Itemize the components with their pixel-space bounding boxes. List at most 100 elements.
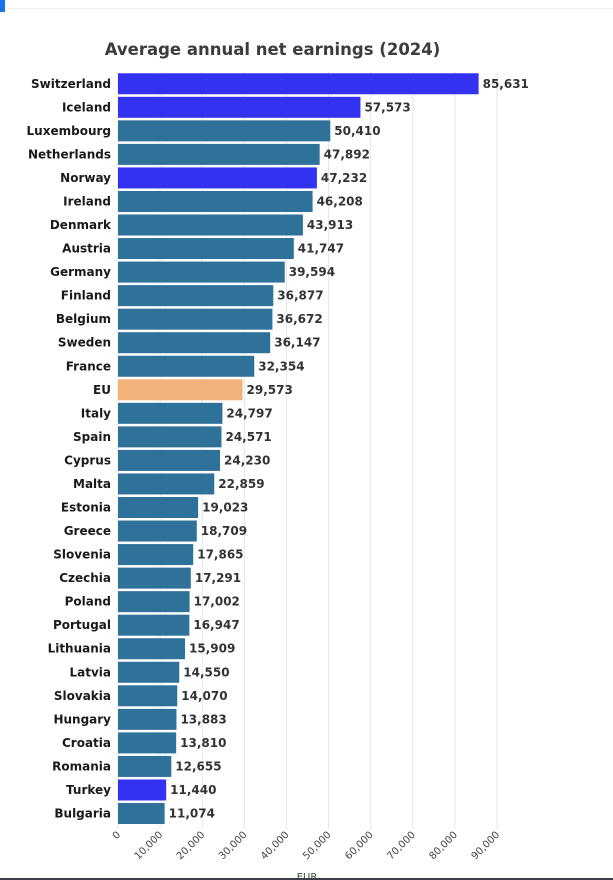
category-label-denmark: Denmark: [50, 218, 112, 232]
category-label-slovakia: Slovakia: [54, 689, 111, 703]
bar-iceland: [118, 96, 361, 118]
category-label-latvia: Latvia: [69, 665, 111, 679]
category-label-norway: Norway: [60, 171, 111, 185]
value-label-slovenia: 17,865: [197, 548, 243, 562]
x-tick-label-8: 80,000: [427, 830, 460, 863]
bar-estonia: [118, 496, 199, 518]
category-label-eu: EU: [93, 383, 111, 397]
value-label-italy: 24,797: [226, 406, 272, 420]
category-label-hungary: Hungary: [53, 712, 111, 726]
value-label-norway: 47,232: [321, 171, 367, 185]
bar-lithuania: [118, 638, 185, 660]
category-label-italy: Italy: [81, 406, 111, 420]
value-label-france: 32,354: [258, 359, 304, 373]
value-label-turkey: 11,440: [170, 783, 216, 797]
value-label-bulgaria: 11,074: [169, 807, 215, 821]
bar-denmark: [118, 214, 303, 236]
bar-luxembourg: [118, 120, 331, 142]
bar-turkey: [118, 779, 167, 801]
bar-france: [118, 355, 255, 377]
bar-austria: [118, 238, 294, 260]
value-label-belgium: 36,672: [276, 312, 322, 326]
bar-netherlands: [118, 143, 320, 165]
bar-slovenia: [118, 544, 194, 566]
category-label-estonia: Estonia: [61, 500, 111, 514]
bar-switzerland: [118, 73, 479, 95]
x-tick-label-1: 10,000: [133, 830, 166, 863]
value-label-denmark: 43,913: [307, 218, 353, 232]
bar-malta: [118, 473, 215, 495]
bar-norway: [118, 167, 317, 189]
value-label-germany: 39,594: [289, 265, 335, 279]
category-label-ireland: Ireland: [63, 194, 111, 208]
value-label-iceland: 57,573: [364, 100, 410, 114]
category-label-greece: Greece: [64, 524, 111, 538]
x-tick-label-4: 40,000: [259, 830, 292, 863]
value-label-hungary: 13,883: [180, 712, 226, 726]
category-label-finland: Finland: [61, 289, 111, 303]
value-label-poland: 17,002: [194, 595, 240, 609]
x-tick-label-3: 30,000: [217, 830, 250, 863]
bar-bulgaria: [118, 803, 165, 825]
category-label-turkey: Turkey: [66, 783, 111, 797]
bar-finland: [118, 285, 274, 307]
value-label-luxembourg: 50,410: [334, 124, 380, 138]
value-label-malta: 22,859: [218, 477, 264, 491]
x-axis-title: EUR: [297, 872, 318, 880]
value-label-romania: 12,655: [175, 759, 221, 773]
bar-spain: [118, 426, 222, 448]
category-label-belgium: Belgium: [56, 312, 111, 326]
bar-germany: [118, 261, 285, 283]
category-label-germany: Germany: [50, 265, 111, 279]
bar-cyprus: [118, 449, 221, 471]
x-tick-label-6: 60,000: [343, 830, 376, 863]
category-label-slovenia: Slovenia: [53, 548, 111, 562]
bar-eu: [118, 379, 243, 401]
value-label-slovakia: 14,070: [181, 689, 227, 703]
chart-title: Average annual net earnings (2024): [104, 40, 441, 59]
bars: [118, 73, 479, 825]
category-label-cyprus: Cyprus: [64, 453, 111, 467]
value-labels: 85,631 57,573 50,410 47,892 47,232 46,208 43,9…: [169, 77, 529, 821]
category-label-netherlands: Netherlands: [28, 147, 111, 161]
category-label-poland: Poland: [65, 595, 111, 609]
top-divider: [8, 8, 613, 9]
value-label-austria: 41,747: [298, 242, 344, 256]
category-label-switzerland: Switzerland: [31, 77, 111, 91]
value-label-estonia: 19,023: [202, 500, 248, 514]
category-label-portugal: Portugal: [53, 618, 111, 632]
value-label-switzerland: 85,631: [483, 77, 529, 91]
value-label-greece: 18,709: [201, 524, 247, 538]
category-label-croatia: Croatia: [62, 736, 111, 750]
bar-greece: [118, 520, 197, 542]
bar-czechia: [118, 567, 191, 589]
bar-sweden: [118, 332, 271, 354]
category-label-france: France: [66, 359, 111, 373]
value-label-croatia: 13,810: [180, 736, 226, 750]
bar-slovakia: [118, 685, 178, 707]
x-tick-label-9: 90,000: [470, 830, 503, 863]
value-label-ireland: 46,208: [317, 194, 363, 208]
value-label-portugal: 16,947: [193, 618, 239, 632]
value-label-sweden: 36,147: [274, 336, 320, 350]
category-label-spain: Spain: [73, 430, 111, 444]
value-label-czechia: 17,291: [195, 571, 241, 585]
bar-romania: [118, 755, 172, 777]
bar-latvia: [118, 661, 180, 683]
category-label-austria: Austria: [62, 242, 111, 256]
value-label-eu: 29,573: [247, 383, 293, 397]
bar-croatia: [118, 732, 177, 754]
bar-italy: [118, 402, 223, 424]
bar-ireland: [118, 190, 313, 212]
bottom-divider: [0, 878, 613, 880]
bar-portugal: [118, 614, 190, 636]
category-labels: Switzerland Iceland Luxembourg Netherlands N…: [27, 77, 112, 821]
category-label-sweden: Sweden: [58, 336, 111, 350]
value-label-latvia: 14,550: [183, 665, 229, 679]
bar-belgium: [118, 308, 273, 330]
value-label-lithuania: 15,909: [189, 642, 235, 656]
bar-poland: [118, 591, 190, 613]
bar-hungary: [118, 708, 177, 730]
category-label-luxembourg: Luxembourg: [27, 124, 111, 138]
x-tick-label-0: 0: [111, 830, 123, 842]
